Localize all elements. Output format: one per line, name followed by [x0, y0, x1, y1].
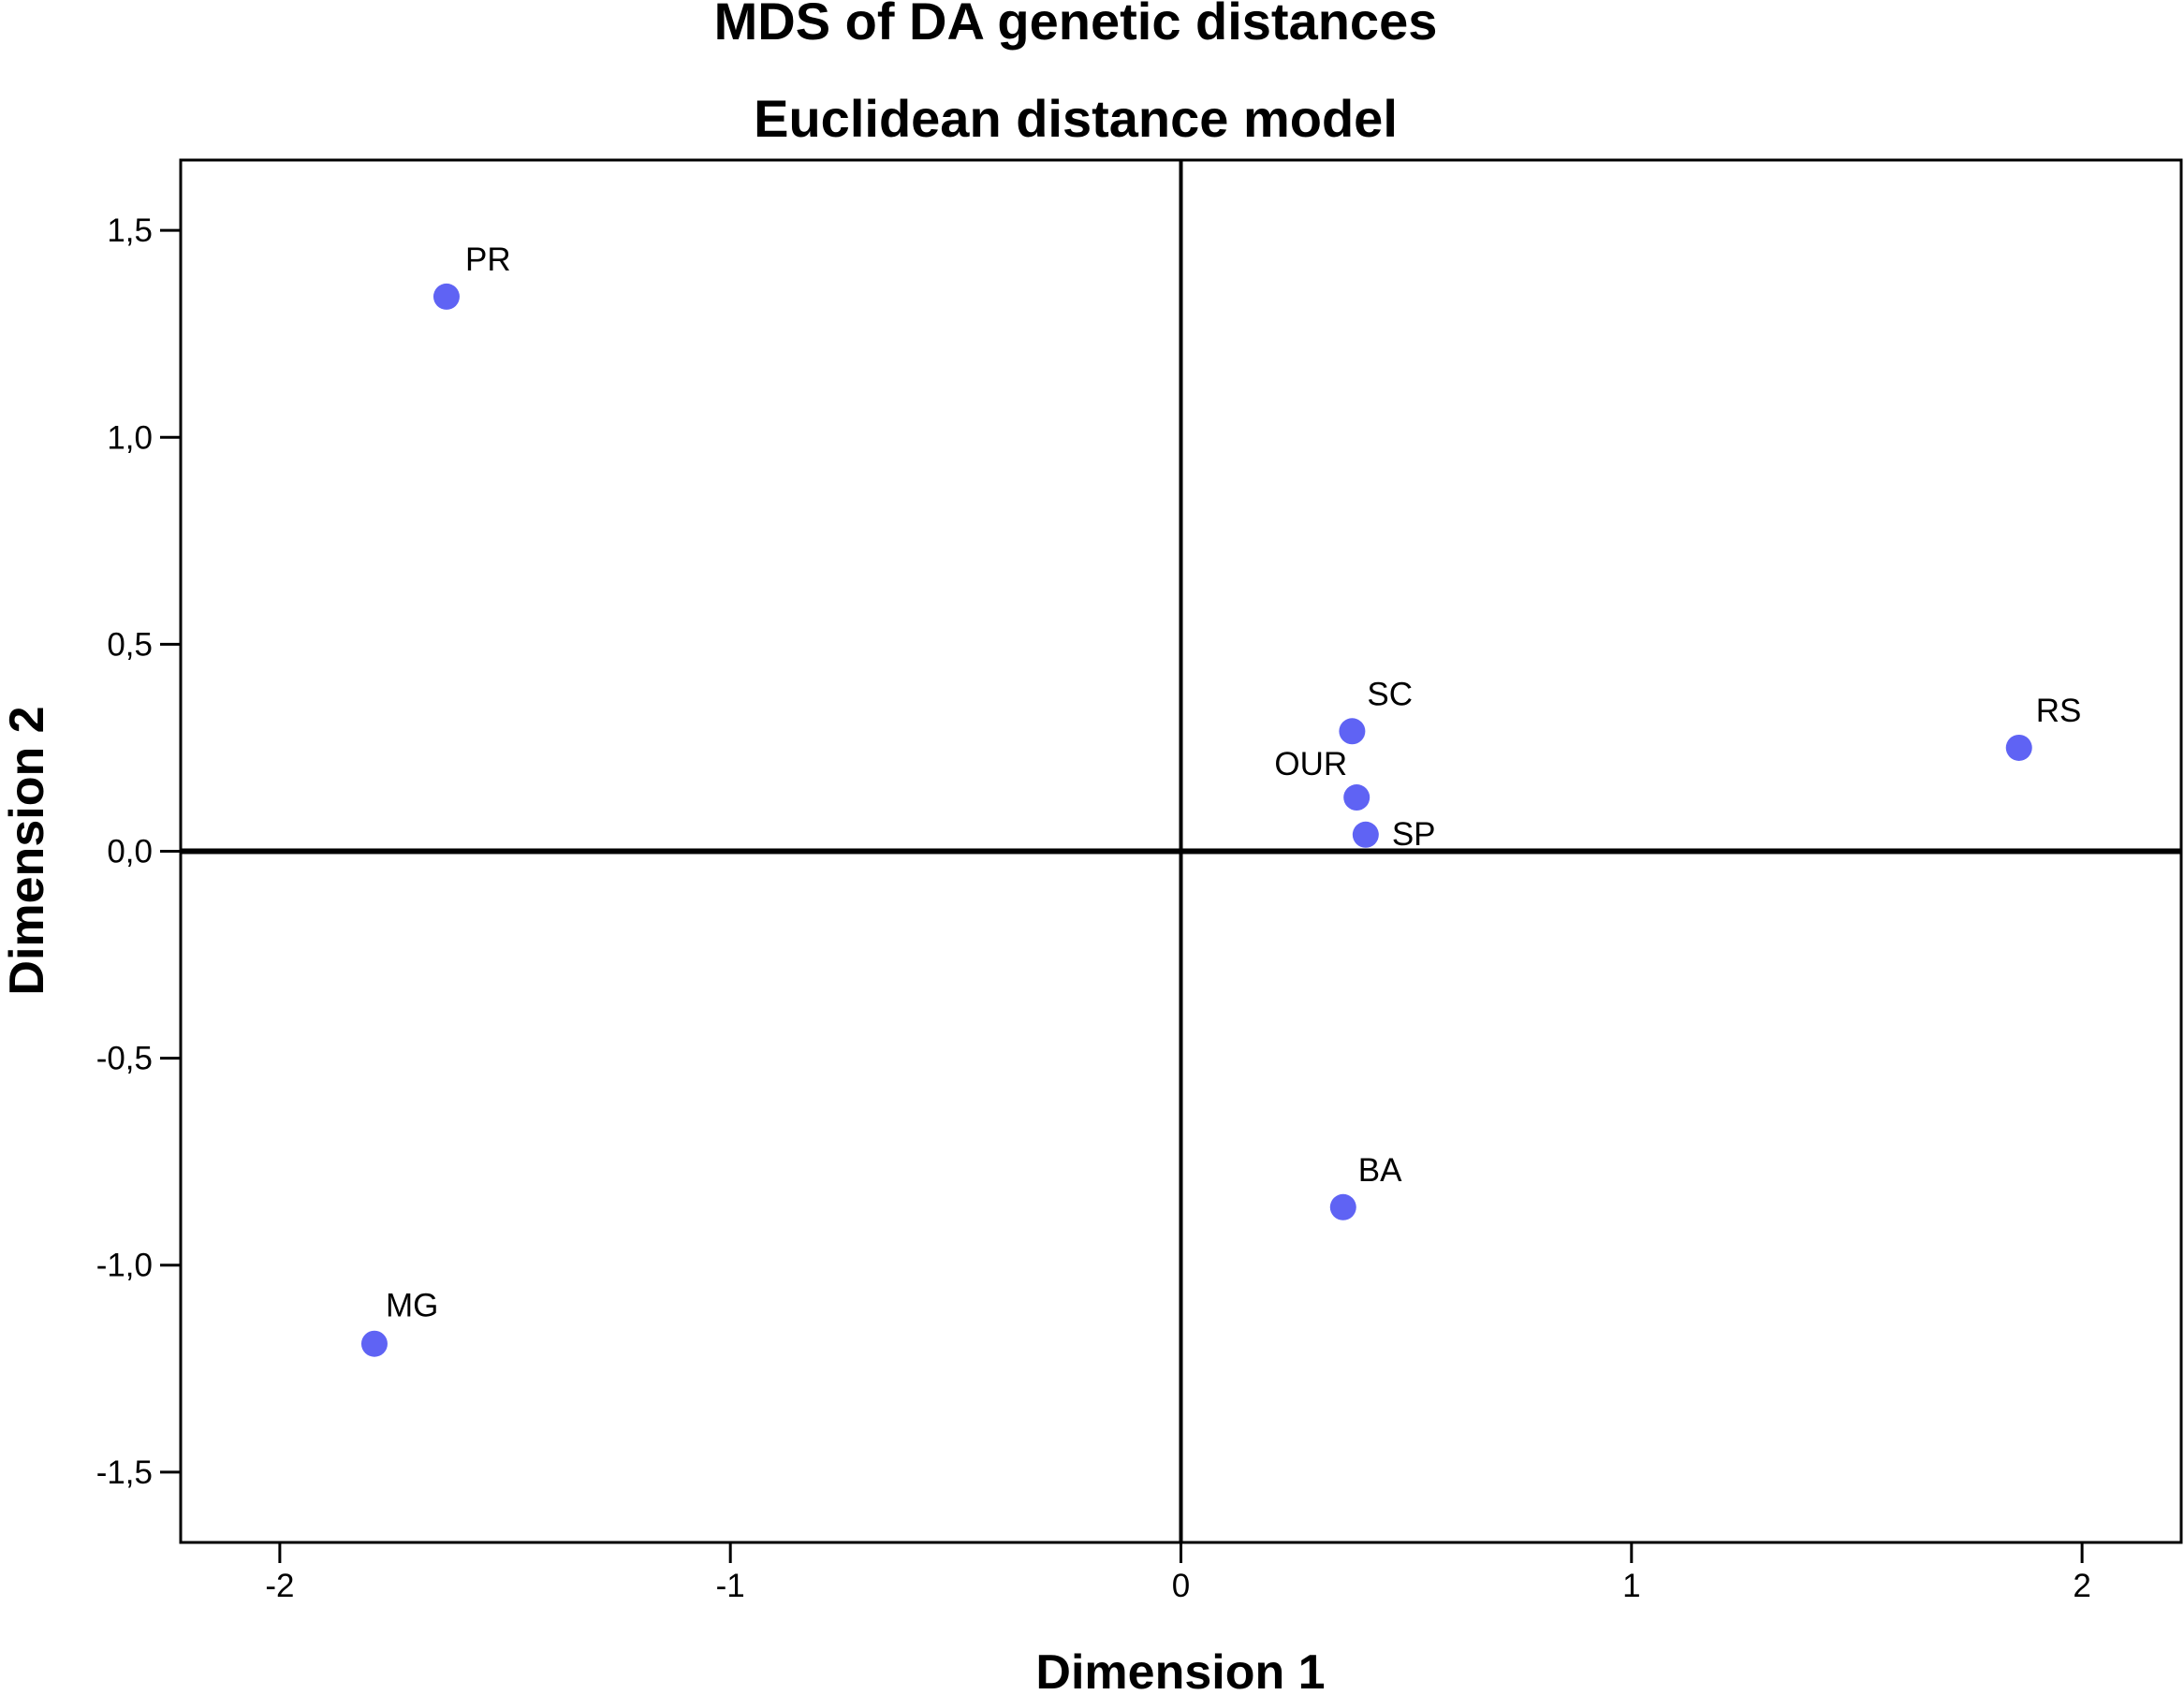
- chart-subtitle: Euclidean distance model: [754, 89, 1398, 148]
- data-point-sp: [1352, 821, 1379, 848]
- x-tick-label: 2: [2073, 1568, 2090, 1604]
- data-point-pr: [432, 283, 460, 310]
- y-tick-label: -0,5: [96, 1041, 153, 1077]
- x-tick-label: 1: [1622, 1568, 1640, 1604]
- x-axis-title: Dimension 1: [1035, 1645, 1325, 1695]
- point-label-ba: BA: [1358, 1152, 1402, 1189]
- x-tick-label: -2: [265, 1568, 294, 1604]
- data-point-rs: [2005, 734, 2032, 761]
- point-label-sc: SC: [1367, 676, 1413, 712]
- point-label-mg: MG: [386, 1288, 438, 1324]
- point-label-our: OUR: [1274, 746, 1347, 782]
- y-tick-label: 0,0: [107, 834, 153, 870]
- data-points: PR SC RS OUR SP BA MG: [360, 241, 2082, 1357]
- y-axis-title: Dimension 2: [0, 706, 54, 995]
- y-tick-label: 0,5: [107, 626, 153, 663]
- reference-lines: [181, 160, 2181, 1542]
- y-tick-label: -1,0: [96, 1248, 153, 1284]
- x-axis: -2 -1 0 1 2: [265, 1542, 2091, 1604]
- data-point-our: [1343, 784, 1370, 811]
- chart-title: MDS of DA genetic distances: [714, 0, 1438, 51]
- point-label-sp: SP: [1392, 816, 1436, 853]
- point-label-pr: PR: [465, 241, 511, 278]
- data-point-ba: [1329, 1193, 1356, 1220]
- y-tick-label: 1,5: [107, 212, 153, 249]
- x-tick-label: -1: [716, 1568, 745, 1604]
- data-point-sc: [1339, 718, 1366, 745]
- y-tick-label: 1,0: [107, 419, 153, 456]
- y-tick-label: -1,5: [96, 1454, 153, 1491]
- y-axis: -1,5 -1,0 -0,5 0,0 0,5 1,0 1,5: [96, 212, 181, 1491]
- data-point-mg: [360, 1330, 388, 1357]
- x-tick-label: 0: [1172, 1568, 1190, 1604]
- point-label-rs: RS: [2036, 693, 2082, 729]
